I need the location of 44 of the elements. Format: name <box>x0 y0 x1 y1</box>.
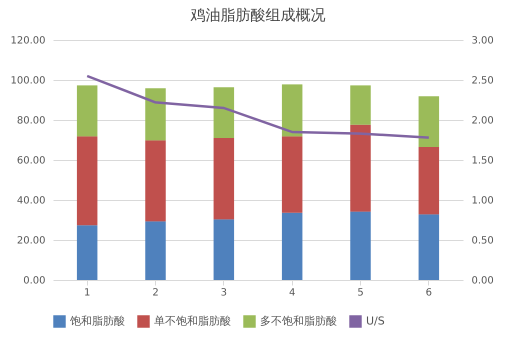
bar <box>76 225 98 280</box>
y-tick-label: 20.00 <box>16 236 46 246</box>
y2-tick-label: 2.00 <box>472 116 494 126</box>
bar <box>214 138 234 220</box>
bar <box>214 87 234 138</box>
y-tick-label: 40.00 <box>16 196 46 206</box>
x-tick-label: 6 <box>426 288 432 298</box>
x-tick-label: 2 <box>152 288 159 298</box>
bar <box>350 124 371 212</box>
legend-label: 饱和脂肪酸 <box>69 314 125 328</box>
bar <box>350 85 371 125</box>
bar <box>282 84 302 136</box>
y-tick-label: 0.00 <box>23 276 46 286</box>
x-tick-label: 3 <box>220 288 228 298</box>
legend-label: 单不饱和脂肪酸 <box>154 314 231 328</box>
y2-tick-label: 0.50 <box>472 236 494 246</box>
bar <box>76 85 98 136</box>
y-tick-label: 60.00 <box>16 156 46 166</box>
y2-tick-label: 1.50 <box>472 156 494 166</box>
x-tick-label: 4 <box>288 288 296 298</box>
legend-label: U/S <box>366 314 385 328</box>
y2-tick-label: 0.00 <box>472 276 494 286</box>
bar <box>76 136 98 226</box>
legend-label: 多不饱和脂肪酸 <box>260 314 337 328</box>
x-tick-label: 1 <box>84 288 90 298</box>
bar <box>350 212 371 280</box>
bar <box>214 219 234 280</box>
line-series <box>86 74 430 139</box>
y-tick-label: 100.00 <box>10 76 46 86</box>
bar <box>145 88 166 140</box>
y2-tick-label: 3.00 <box>472 36 494 46</box>
y-tick-label: 120.00 <box>10 36 46 46</box>
bar <box>418 96 440 147</box>
bar <box>282 136 302 213</box>
y2-tick-label: 2.50 <box>472 76 494 86</box>
bar <box>418 147 440 214</box>
bar <box>145 140 166 222</box>
bar <box>418 214 440 280</box>
bar <box>145 221 166 280</box>
y-tick-label: 80.00 <box>16 116 46 126</box>
chart-title: 鸡油脂肪酸组成概况 <box>190 6 326 24</box>
y2-tick-label: 1.00 <box>472 196 494 206</box>
bar <box>282 212 302 280</box>
x-tick-label: 5 <box>357 288 364 298</box>
